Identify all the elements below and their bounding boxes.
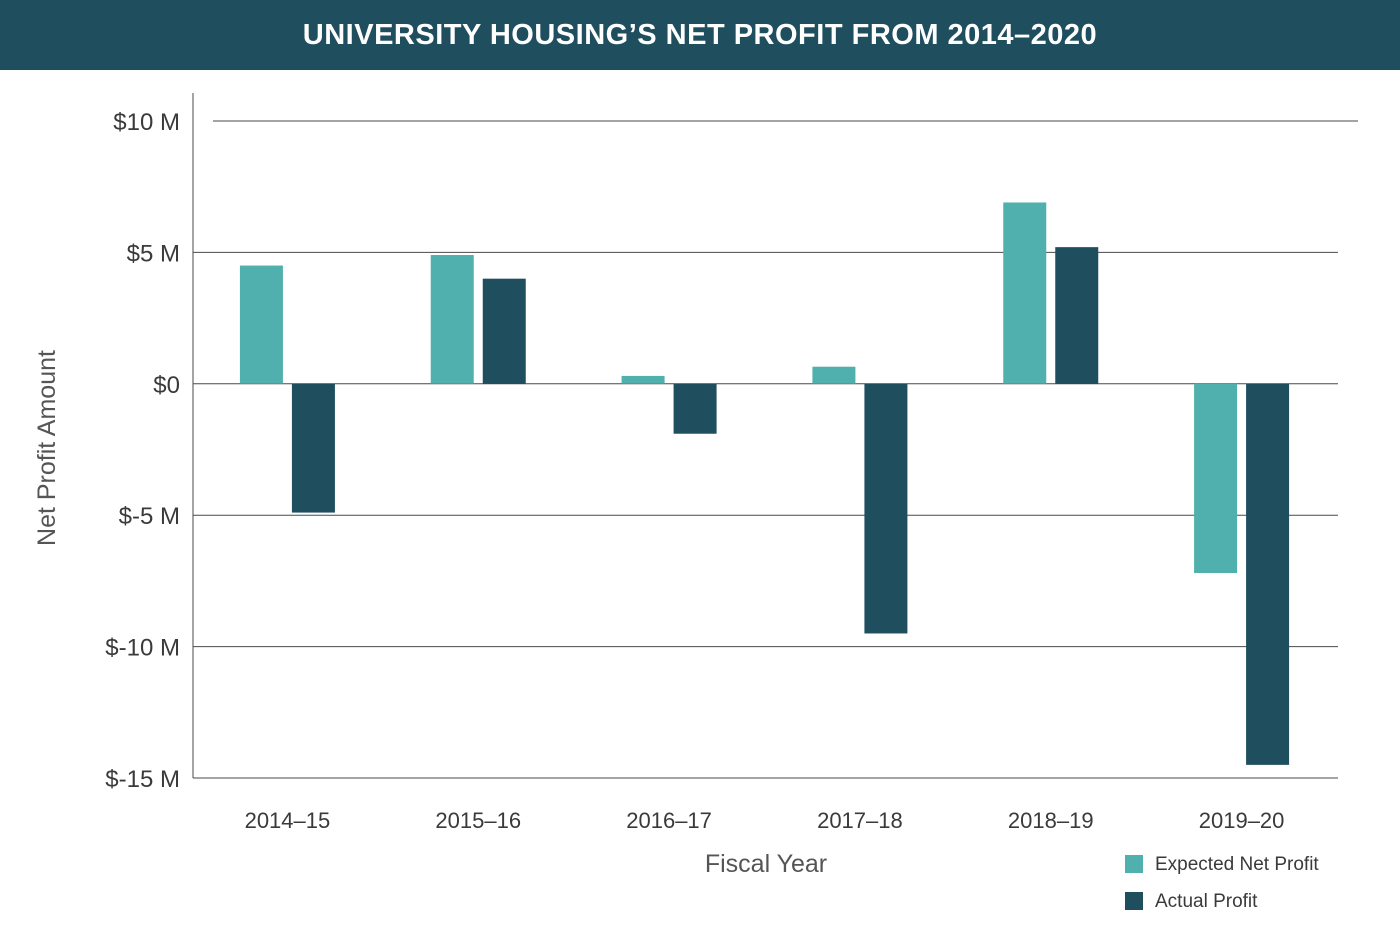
- x-axis-title: Fiscal Year: [705, 850, 827, 878]
- legend: Expected Net Profit Actual Profit: [1125, 854, 1319, 912]
- y-tick-label: $0: [153, 372, 180, 399]
- legend-swatch-actual: [1125, 892, 1143, 910]
- bar-actual: [864, 383, 908, 634]
- x-tick-label: 2017–18: [817, 808, 903, 833]
- legend-label-expected: Expected Net Profit: [1155, 854, 1319, 875]
- x-tick-label: 2016–17: [626, 808, 712, 833]
- bar-expected: [430, 255, 474, 384]
- legend-label-actual: Actual Profit: [1155, 891, 1258, 912]
- x-tick-labels: 2014–15 2015–16 2016–17 2017–18 2018–19 2019–…: [245, 808, 1285, 833]
- bar-actual: [1246, 383, 1290, 765]
- x-tick-label: 2015–16: [435, 808, 521, 833]
- bar-actual: [673, 383, 717, 434]
- x-tick-label: 2019–20: [1199, 808, 1285, 833]
- x-tick-label: 2018–19: [1008, 808, 1094, 833]
- bar-expected: [812, 366, 856, 384]
- y-tick-label: $-15 M: [105, 766, 180, 793]
- bar-expected: [621, 375, 665, 384]
- y-tick-label: $-10 M: [105, 635, 180, 662]
- bars: [239, 202, 1290, 765]
- y-tick-label: $5 M: [127, 240, 180, 267]
- bar-expected: [239, 265, 283, 384]
- y-tick-label: $-5 M: [119, 503, 180, 530]
- bar-expected: [1003, 202, 1047, 384]
- chart-title: UNIVERSITY HOUSING’S NET PROFIT FROM 201…: [302, 18, 1098, 51]
- bar-actual: [291, 383, 335, 513]
- y-axis-title: Net Profit Amount: [33, 350, 61, 546]
- gridlines: [193, 120, 1358, 779]
- bar-actual: [482, 278, 526, 384]
- legend-swatch-expected: [1125, 855, 1143, 873]
- title-bar: UNIVERSITY HOUSING’S NET PROFIT FROM 201…: [0, 0, 1400, 70]
- y-tick-labels: $10 M $5 M $0 $-5 M $-10 M $-15 M: [105, 109, 180, 793]
- bar-actual: [1055, 247, 1099, 384]
- x-tick-label: 2014–15: [245, 808, 331, 833]
- y-tick-label: $10 M: [113, 109, 180, 136]
- bar-expected: [1194, 383, 1238, 574]
